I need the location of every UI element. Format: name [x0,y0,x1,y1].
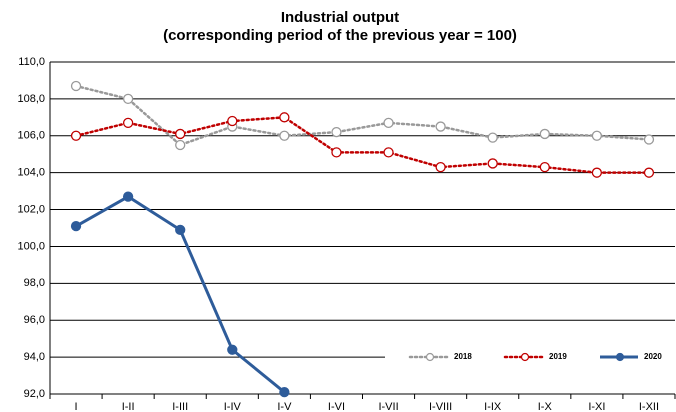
y-tick-label: 96,0 [24,314,45,326]
y-tick-label: 110,0 [18,56,45,68]
x-tick-label: I-VI [328,401,345,412]
data-point [331,147,342,158]
data-point [591,167,603,178]
y-tick-label: 94,0 [24,351,45,363]
data-point [175,224,186,235]
data-point [487,158,498,169]
x-tick-label: I-IX [484,401,502,412]
series-line [74,84,651,147]
x-tick-label: I-V [277,401,292,412]
data-point [539,161,550,173]
data-point [539,128,550,140]
y-tick-label: 98,0 [24,277,45,289]
data-point [70,221,82,232]
y-tick-label: 102,0 [17,203,45,215]
chart-subtitle: (corresponding period of the previous ye… [163,27,517,44]
y-tick-label: 108,0 [17,93,45,105]
x-tick-label: I-IV [224,401,242,412]
data-point [122,93,134,105]
data-point [70,80,82,92]
x-tick-label: I-VIII [429,401,452,412]
chart-title: Industrial output [281,9,399,26]
x-tick-label: I-XII [639,401,659,412]
y-tick-label: 106,0 [17,130,45,142]
x-tick-label: I-III [172,401,188,412]
y-tick-label: 92,0 [24,388,45,400]
data-point [227,115,238,127]
data-point [227,344,238,355]
y-tick-label: 104,0 [17,167,45,179]
legend-label: 2019 [549,352,567,361]
data-point [279,112,290,123]
data-point [383,117,394,129]
data-point [643,134,655,145]
data-point [175,128,186,140]
legend-marker [520,352,530,362]
data-point [122,117,134,129]
data-point [383,147,394,158]
data-point [487,132,498,143]
legend-marker [615,352,625,362]
data-point [279,387,290,398]
data-point [643,167,655,178]
legend-label: 2020 [644,352,662,361]
x-tick-label: I-XI [588,401,605,412]
legend-label: 2018 [454,352,472,361]
legend-marker [425,352,435,362]
x-tick-label: I [75,401,78,412]
data-point [435,121,446,132]
x-tick-label: I-X [538,401,553,412]
x-tick-label: I-VII [378,401,398,412]
data-point [331,126,342,138]
data-point [175,139,186,151]
data-point [279,130,290,141]
series-line [74,116,651,174]
data-point [70,130,82,141]
data-point [435,161,446,173]
x-tick-label: I-II [122,401,135,412]
data-point [122,191,134,202]
y-tick-label: 100,0 [17,240,45,252]
data-point [591,130,603,141]
